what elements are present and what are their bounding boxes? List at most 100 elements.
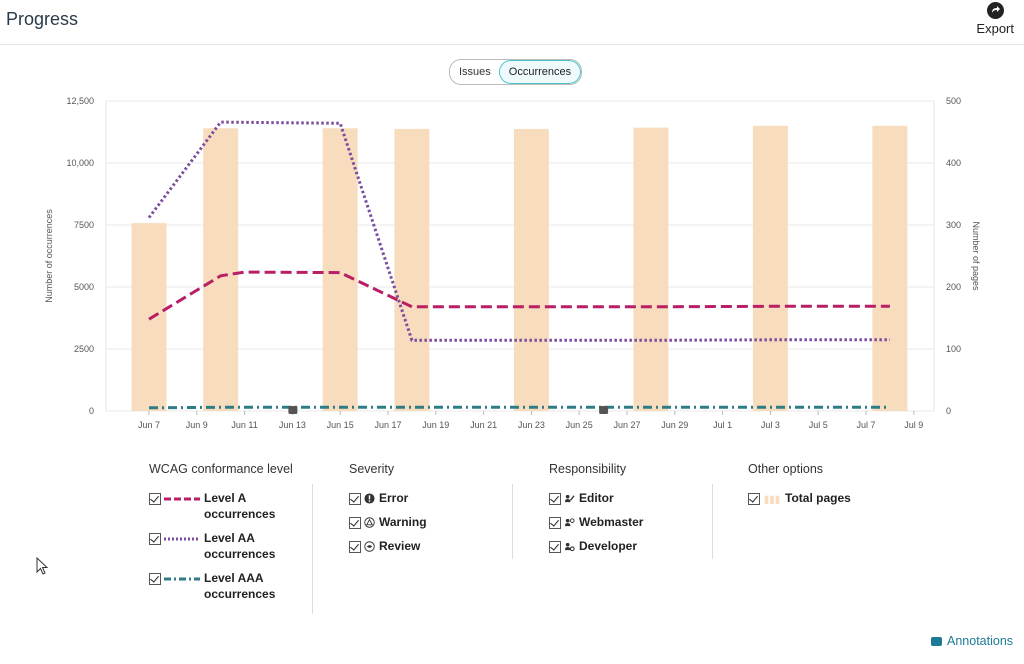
editor-icon — [564, 494, 575, 503]
total-pages-bar — [131, 223, 167, 411]
y-left-tick-label: 7500 — [74, 220, 94, 230]
x-tick-label: Jun 9 — [186, 420, 208, 430]
header: Progress Export — [0, 0, 1024, 45]
legend-level-a-label: Level A occurrences — [204, 491, 276, 521]
annotation-marker — [288, 406, 298, 414]
legend-severity-title: Severity — [349, 462, 395, 476]
progress-chart: 0 2500 5000 7500 10,000 12,500 0 100 200 300 400 50… — [44, 96, 981, 430]
total-pages-bar — [513, 128, 549, 411]
total-pages-bar — [752, 125, 788, 412]
developer-icon — [564, 542, 575, 552]
toggle-issues[interactable]: Issues — [459, 66, 491, 78]
legend-level-aaa[interactable]: Level AAA occurrences — [149, 570, 309, 602]
review-icon — [364, 541, 375, 552]
legend-responsibility-title: Responsibility — [549, 462, 627, 476]
x-tick-label: Jun 25 — [566, 420, 593, 430]
legend-editor-label: Editor — [579, 491, 614, 505]
legend-level-aa-label: Level AA occurrences — [204, 531, 276, 561]
x-tick-label: Jun 7 — [138, 420, 160, 430]
legend-level-a[interactable]: Level A occurrences — [149, 490, 309, 522]
legend-error[interactable]: Error — [349, 490, 499, 506]
legend-webmaster-label: Webmaster — [579, 515, 644, 529]
bars-icon — [764, 495, 780, 504]
legend-editor[interactable]: Editor — [549, 490, 699, 506]
legend-divider — [512, 484, 513, 559]
y-right-tick-label: 500 — [946, 96, 961, 106]
checkbox-level-aa[interactable] — [149, 533, 161, 545]
x-tick-label: Jun 17 — [374, 420, 401, 430]
legend-responsibility: Responsibility Editor Webmaster Develope… — [549, 462, 699, 562]
legend-divider — [312, 484, 313, 614]
mouse-cursor-icon — [36, 557, 49, 575]
legend-warning-label: Warning — [379, 515, 427, 529]
x-tick-label: Jul 3 — [761, 420, 780, 430]
checkbox-level-aaa[interactable] — [149, 573, 161, 585]
total-pages-bar — [394, 128, 430, 411]
y-left-tick-label: 12,500 — [66, 96, 94, 106]
checkbox-editor[interactable] — [549, 493, 561, 505]
y-left-axis-title: Number of occurrences — [44, 209, 54, 303]
legend-other-title: Other options — [748, 462, 824, 476]
checkbox-warning[interactable] — [349, 517, 361, 529]
x-tick-label: Jun 21 — [470, 420, 497, 430]
legend-review[interactable]: Review — [349, 538, 499, 554]
toggle-occurrences[interactable]: Occurrences — [498, 60, 582, 84]
x-tick-label: Jun 27 — [613, 420, 640, 430]
y-left-tick-label: 5000 — [74, 282, 94, 292]
y-right-tick-label: 400 — [946, 158, 961, 168]
legend-wcag: WCAG conformance level Level A occurrenc… — [149, 462, 309, 610]
export-label: Export — [976, 21, 1014, 36]
checkbox-webmaster[interactable] — [549, 517, 561, 529]
annotations-link[interactable]: Annotations — [931, 634, 1013, 648]
x-tick-label: Jun 11 — [231, 420, 257, 430]
legend-warning[interactable]: Warning — [349, 514, 499, 530]
annotation-icon — [931, 636, 942, 646]
x-tick-label: Jul 7 — [856, 420, 875, 430]
export-icon — [986, 2, 1004, 19]
total-pages-bar — [203, 128, 239, 411]
annotations-label: Annotations — [947, 634, 1014, 648]
total-pages-bar — [633, 127, 669, 411]
checkbox-level-a[interactable] — [149, 493, 161, 505]
y-right-tick-label: 300 — [946, 220, 961, 230]
page-title: Progress — [6, 9, 79, 29]
x-tick-label: Jun 19 — [422, 420, 449, 430]
y-left-tick-label: 10,000 — [66, 158, 94, 168]
y-right-axis-title: Number of pages — [971, 221, 981, 291]
checkbox-developer[interactable] — [549, 541, 561, 553]
export-button[interactable]: Export — [976, 2, 1014, 36]
x-tick-label: Jun 23 — [518, 420, 545, 430]
checkbox-total-pages[interactable] — [748, 493, 760, 505]
x-tick-label: Jun 29 — [661, 420, 688, 430]
y-left-tick-label: 0 — [89, 406, 94, 416]
y-left-tick-label: 2500 — [74, 344, 94, 354]
y-right-tick-label: 200 — [946, 282, 961, 292]
legend-level-aa[interactable]: Level AA occurrences — [149, 530, 309, 562]
annotation-marker — [599, 406, 609, 414]
webmaster-icon — [564, 518, 575, 527]
x-tick-label: Jul 9 — [904, 420, 923, 430]
legend-review-label: Review — [379, 539, 421, 553]
legend-severity: Severity Error Warning Review — [349, 462, 499, 562]
legend-total-pages-label: Total pages — [785, 491, 851, 505]
x-tick-label: Jun 15 — [327, 420, 354, 430]
x-tick-label: Jul 5 — [809, 420, 828, 430]
legend-total-pages[interactable]: Total pages — [748, 490, 908, 506]
checkbox-review[interactable] — [349, 541, 361, 553]
error-icon — [364, 493, 375, 504]
legend-webmaster[interactable]: Webmaster — [549, 514, 699, 530]
legend-developer[interactable]: Developer — [549, 538, 699, 554]
series-line — [148, 270, 890, 321]
total-pages-bar — [872, 125, 908, 412]
level-aa-swatch — [164, 537, 200, 541]
legend-developer-label: Developer — [579, 539, 638, 553]
level-a-swatch — [164, 497, 200, 501]
legend-other: Other options Total pages — [748, 462, 908, 514]
warning-icon — [364, 517, 375, 528]
x-tick-label: Jun 13 — [279, 420, 306, 430]
checkbox-error[interactable] — [349, 493, 361, 505]
y-right-tick-label: 0 — [946, 406, 951, 416]
y-right-tick-label: 100 — [946, 344, 961, 354]
series-line — [147, 120, 890, 342]
legend-error-label: Error — [379, 491, 409, 505]
